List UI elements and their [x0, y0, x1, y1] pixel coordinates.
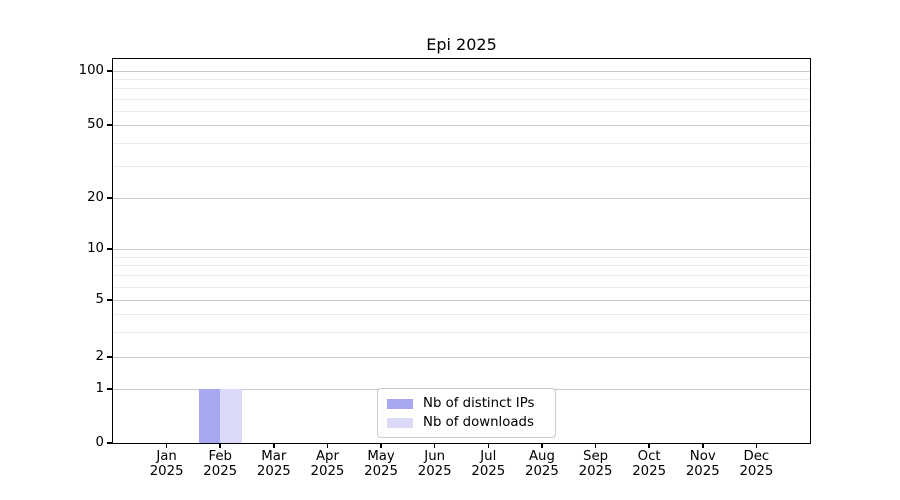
- y-tick-mark: [106, 70, 112, 72]
- x-tick-mark: [541, 443, 543, 448]
- x-tick-label: Jan 2025: [135, 449, 199, 479]
- x-tick-label-year: 2025: [417, 464, 452, 479]
- legend-swatch-nb-of-distinct-ips: [387, 398, 413, 409]
- x-tick-mark: [594, 443, 597, 448]
- legend-label: Nb of downloads: [423, 415, 534, 430]
- x-tick-label: Jun 2025: [403, 449, 467, 479]
- y-tick-mark: [106, 197, 112, 199]
- horizontal-gridline-minor: [113, 286, 810, 288]
- x-tick-mark: [755, 443, 758, 448]
- x-tick-label: Nov 2025: [671, 449, 735, 479]
- x-tick-mark: [487, 443, 490, 448]
- x-tick-mark: [702, 443, 704, 448]
- x-tick-label-month: Nov: [689, 449, 716, 464]
- horizontal-gridline-minor: [113, 165, 810, 167]
- horizontal-gridline-minor: [113, 313, 810, 315]
- horizontal-gridline-minor: [113, 275, 810, 277]
- chart-title: Epi 2025: [426, 35, 497, 54]
- horizontal-gridline-minor: [113, 79, 810, 81]
- x-tick-label-year: 2025: [739, 464, 774, 479]
- x-tick-label-month: May: [367, 449, 395, 464]
- x-tick-label-month: Apr: [315, 449, 339, 464]
- horizontal-gridline-major: [113, 198, 810, 199]
- legend-entry-nb-of-distinct-ips: Nb of distinct IPs: [387, 396, 547, 411]
- x-tick-label: May 2025: [349, 449, 413, 479]
- legend-label: Nb of distinct IPs: [423, 396, 535, 411]
- x-tick-label-month: Dec: [743, 449, 770, 464]
- horizontal-gridline-minor: [113, 142, 810, 144]
- x-tick-label-month: Jan: [156, 449, 177, 464]
- x-tick-label-year: 2025: [632, 464, 667, 479]
- y-tick-mark: [106, 124, 112, 126]
- horizontal-gridline-minor: [113, 88, 810, 90]
- horizontal-gridline-major: [113, 249, 810, 250]
- legend: Nb of distinct IPs Nb of downloads: [377, 388, 556, 438]
- horizontal-gridline-minor: [113, 331, 810, 333]
- horizontal-gridline-minor: [113, 256, 810, 258]
- x-tick-mark: [648, 443, 650, 448]
- legend-entry-nb-of-downloads: Nb of downloads: [387, 415, 547, 430]
- horizontal-gridline-major: [113, 356, 810, 358]
- x-tick-mark: [273, 443, 275, 448]
- bar-nb-of-distinct-ips-feb: [198, 389, 221, 443]
- horizontal-gridline-major: [113, 299, 810, 301]
- horizontal-gridline-minor: [113, 98, 810, 100]
- x-tick-label-month: Jul: [480, 449, 497, 464]
- x-tick-label: Oct 2025: [617, 449, 681, 479]
- x-tick-label-year: 2025: [149, 464, 184, 479]
- x-tick-label: Dec 2025: [724, 449, 788, 479]
- y-tick-label: 50: [87, 117, 104, 132]
- x-tick-label-year: 2025: [471, 464, 506, 479]
- legend-swatch-nb-of-downloads: [387, 417, 413, 428]
- x-tick-label-month: Feb: [208, 449, 232, 464]
- x-tick-label-month: Aug: [528, 449, 555, 464]
- x-tick-label-month: Sep: [583, 449, 609, 464]
- x-tick-label: Sep 2025: [564, 449, 628, 479]
- y-tick-label: 2: [95, 348, 104, 364]
- y-tick-mark: [106, 299, 112, 301]
- x-tick-label-month: Oct: [637, 449, 661, 464]
- x-tick-label-year: 2025: [578, 464, 613, 479]
- horizontal-gridline-minor: [113, 265, 810, 267]
- x-tick-label-year: 2025: [203, 464, 238, 479]
- x-tick-mark: [380, 443, 382, 448]
- horizontal-gridline-minor: [113, 110, 810, 112]
- x-tick-label-year: 2025: [364, 464, 398, 479]
- x-tick-label-year: 2025: [310, 464, 345, 479]
- y-tick-label: 100: [78, 62, 104, 78]
- y-tick-mark: [106, 388, 112, 390]
- plot-area: [113, 59, 810, 443]
- y-tick-label: 20: [87, 190, 104, 205]
- x-tick-mark: [326, 443, 329, 448]
- x-tick-label-year: 2025: [525, 464, 559, 479]
- y-tick-label: 5: [95, 291, 104, 307]
- x-tick-mark: [219, 443, 221, 448]
- x-tick-label: Apr 2025: [295, 449, 359, 479]
- x-tick-label: Feb 2025: [188, 449, 252, 479]
- y-tick-label: 1: [95, 381, 104, 396]
- x-tick-label: Aug 2025: [510, 449, 574, 479]
- y-tick-mark: [106, 248, 112, 250]
- x-tick-mark: [433, 443, 436, 448]
- y-tick-mark: [106, 442, 112, 444]
- horizontal-gridline-major: [113, 70, 810, 72]
- x-tick-label: Mar 2025: [242, 449, 306, 479]
- horizontal-gridline-major: [113, 125, 810, 126]
- y-tick-label: 0: [95, 435, 104, 450]
- x-tick-label-month: Mar: [261, 449, 287, 464]
- y-tick-mark: [106, 356, 112, 358]
- x-tick-label: Jul 2025: [456, 449, 520, 479]
- y-tick-label: 10: [87, 241, 104, 256]
- x-tick-label-month: Jun: [424, 449, 446, 464]
- x-tick-label-year: 2025: [256, 464, 291, 479]
- x-tick-label-year: 2025: [685, 464, 720, 479]
- x-tick-mark: [165, 443, 168, 448]
- bar-nb-of-downloads-feb: [220, 389, 242, 443]
